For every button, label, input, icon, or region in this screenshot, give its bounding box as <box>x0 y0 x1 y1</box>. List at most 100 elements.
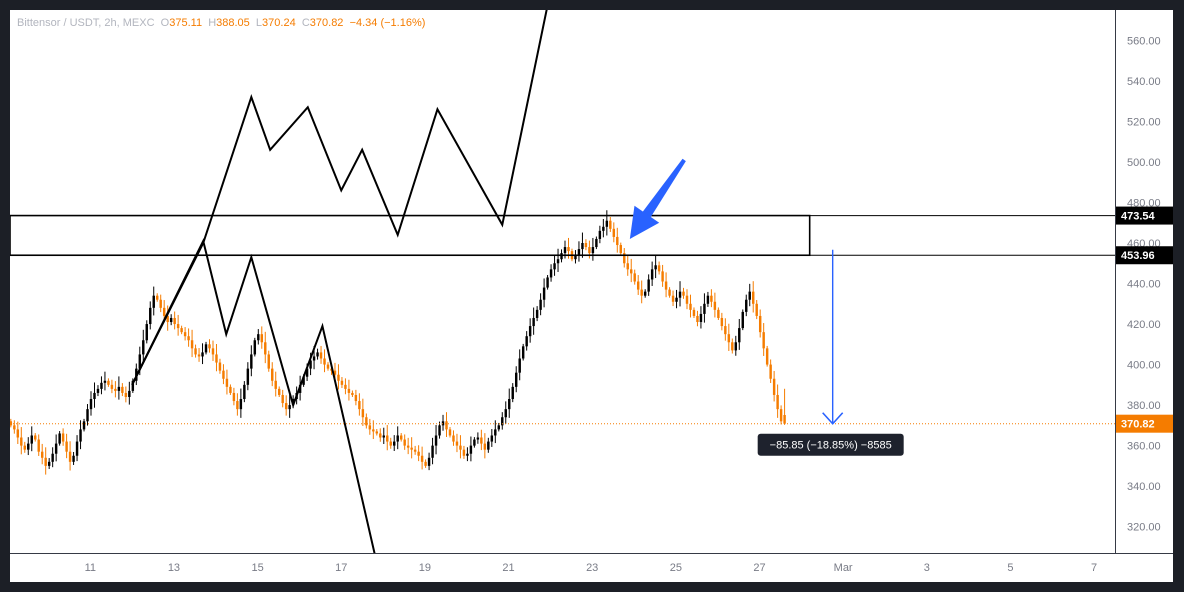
candle-body <box>483 443 487 450</box>
candle-body <box>671 295 675 302</box>
candle <box>100 376 103 395</box>
candle-body <box>717 309 720 318</box>
candle <box>731 338 734 354</box>
candle <box>37 434 40 456</box>
candle-body <box>542 287 546 300</box>
candle-body <box>389 441 392 446</box>
candle <box>361 398 365 426</box>
candle-body <box>668 289 671 296</box>
candle-body <box>431 445 434 458</box>
price-tick-label: 420.00 <box>1127 319 1161 331</box>
candle <box>319 345 323 364</box>
candle <box>685 289 689 310</box>
zone-top-price-label-bg <box>1116 206 1173 225</box>
candle-body <box>40 451 44 458</box>
candle <box>365 413 368 429</box>
candle <box>518 349 521 381</box>
candle <box>114 381 117 398</box>
zone-bottom-price-label: 453.96 <box>1121 250 1155 262</box>
candle-body <box>476 437 480 440</box>
candle <box>215 343 218 372</box>
candle-body <box>239 399 243 410</box>
candle-body <box>197 354 201 357</box>
zigzag-lower-path <box>131 238 376 553</box>
candle-body <box>765 348 769 365</box>
candle <box>438 421 441 439</box>
candle <box>51 447 54 468</box>
candle-body <box>406 445 410 448</box>
candle <box>678 281 682 307</box>
candle <box>375 429 379 436</box>
candle-body <box>403 439 406 446</box>
candle <box>623 248 626 268</box>
candle <box>640 280 643 304</box>
candle <box>619 242 622 256</box>
candle <box>27 437 30 456</box>
candle-body <box>183 332 187 337</box>
candle <box>93 382 96 408</box>
candle-body <box>706 295 710 304</box>
time-tick-label: 23 <box>586 562 598 574</box>
candle <box>630 258 633 283</box>
candle <box>142 329 145 364</box>
candle <box>612 222 616 243</box>
candle-body <box>23 445 26 450</box>
candle <box>636 275 640 295</box>
measure-label: −85.85 (−18.85%) −8585 <box>770 440 892 452</box>
candle <box>776 384 779 418</box>
candle <box>145 320 148 344</box>
candle-body <box>107 380 110 385</box>
candle <box>23 441 26 453</box>
time-tick-label: 17 <box>335 562 347 574</box>
price-chart[interactable]: −85.85 (−18.85%) −8585 320.00 340.00 360.00… <box>10 10 1173 582</box>
candle-body <box>459 445 462 450</box>
candle-body <box>630 269 633 274</box>
candle <box>591 237 595 261</box>
candle <box>511 383 514 403</box>
price-tick-label: 540.00 <box>1127 76 1161 88</box>
candle-body <box>382 435 385 438</box>
candle-body <box>678 291 682 298</box>
candle <box>504 401 507 424</box>
candle <box>758 309 762 338</box>
candle-body <box>776 394 779 410</box>
candle <box>257 329 260 345</box>
candle <box>434 425 438 455</box>
candle <box>755 300 758 320</box>
time-tick-label: 13 <box>168 562 180 574</box>
measure-label-box <box>757 433 904 456</box>
time-tick-label: 19 <box>419 562 431 574</box>
candle <box>65 433 68 459</box>
candle-body <box>187 336 190 341</box>
candle-body <box>173 317 176 325</box>
candle <box>682 287 685 299</box>
candle-body <box>696 315 699 323</box>
candle <box>490 429 494 447</box>
candle <box>532 307 535 335</box>
candle <box>30 426 33 452</box>
high-value: 388.05 <box>216 17 250 29</box>
candle-body <box>354 394 358 402</box>
candle <box>431 437 434 465</box>
candle-body <box>30 435 33 444</box>
candle-body <box>149 307 152 325</box>
candle <box>441 414 445 431</box>
candle <box>176 314 180 336</box>
current-price-label-bg <box>1116 414 1173 433</box>
candle-body <box>54 443 58 454</box>
candle <box>473 437 476 448</box>
candle <box>13 420 16 434</box>
candle-body <box>633 273 636 282</box>
candle-body <box>647 279 650 292</box>
candle <box>34 433 37 442</box>
symbol-title: Bittensor / USDT, 2h, MEXC <box>17 17 155 29</box>
candle-body <box>556 259 560 264</box>
candle <box>424 459 427 468</box>
time-tick-label: 11 <box>85 562 96 574</box>
candle <box>542 278 546 308</box>
time-tick-label: Mar <box>834 562 853 574</box>
candle-body <box>413 449 417 452</box>
candle-body <box>731 342 734 351</box>
candle <box>229 384 232 395</box>
candle <box>539 293 542 316</box>
